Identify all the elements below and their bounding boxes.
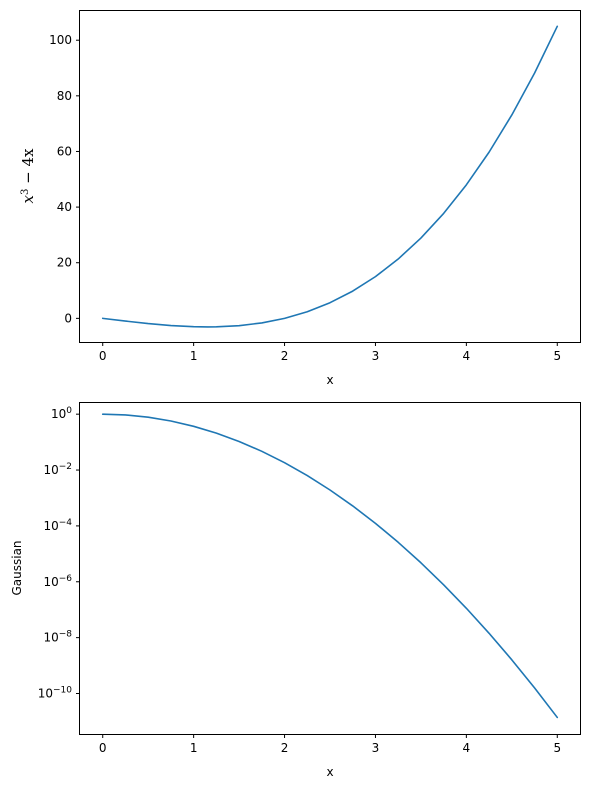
x-tick-label: 1: [190, 741, 198, 755]
y-tick-label: 100: [51, 406, 72, 421]
y-tick-label: 100: [49, 33, 72, 47]
x-tick-label: 5: [553, 349, 561, 363]
series-line-top: [101, 25, 559, 328]
y-tick-label: 0: [64, 311, 72, 325]
plot-frame-top: [79, 10, 581, 343]
x-tick-label: 0: [99, 349, 107, 363]
x-tick-label: 3: [372, 349, 380, 363]
y-tick-label: 80: [57, 89, 72, 103]
x-tick-label: 0: [99, 741, 107, 755]
chart-bottom: 0 1 2 3 4 5 100 10−2 10−4 10−6 10−8 10−10 x Gaussi…: [10, 402, 581, 779]
y-tick-label: 10−8: [43, 630, 72, 645]
x-axis-ticks-bottom: 0 1 2 3 4 5: [99, 734, 561, 755]
y-tick-label: 10−2: [43, 462, 72, 477]
x-tick-label: 4: [463, 349, 471, 363]
chart-top: 0 1 2 3 4 5 0 20 40 60 80 100 x x3 − 4x: [19, 10, 581, 387]
x-tick-label: 2: [281, 349, 289, 363]
x-tick-label: 3: [372, 741, 380, 755]
y-tick-label: 10−4: [43, 518, 72, 533]
y-tick-label: 60: [57, 144, 72, 158]
x-axis-label-bottom: x: [326, 765, 333, 779]
x-tick-label: 2: [281, 741, 289, 755]
y-axis-label-bottom: Gaussian: [10, 540, 24, 595]
x-axis-label-top: x: [326, 373, 333, 387]
y-axis-ticks-bottom: 100 10−2 10−4 10−6 10−8 10−10: [38, 406, 80, 700]
y-axis-ticks-top: 0 20 40 60 80 100: [49, 33, 80, 325]
plot-frame-bottom: [79, 402, 581, 735]
y-tick-label: 10−6: [43, 574, 72, 589]
y-tick-label: 20: [57, 256, 72, 270]
series-line-bottom: [101, 413, 559, 719]
x-tick-label: 1: [190, 349, 198, 363]
x-tick-label: 5: [553, 741, 561, 755]
x-tick-label: 4: [463, 741, 471, 755]
y-tick-label: 10−10: [38, 685, 73, 700]
x-axis-ticks-top: 0 1 2 3 4 5: [99, 342, 561, 363]
y-axis-label-top: x3 − 4x: [19, 148, 37, 203]
y-tick-label: 40: [57, 200, 72, 214]
